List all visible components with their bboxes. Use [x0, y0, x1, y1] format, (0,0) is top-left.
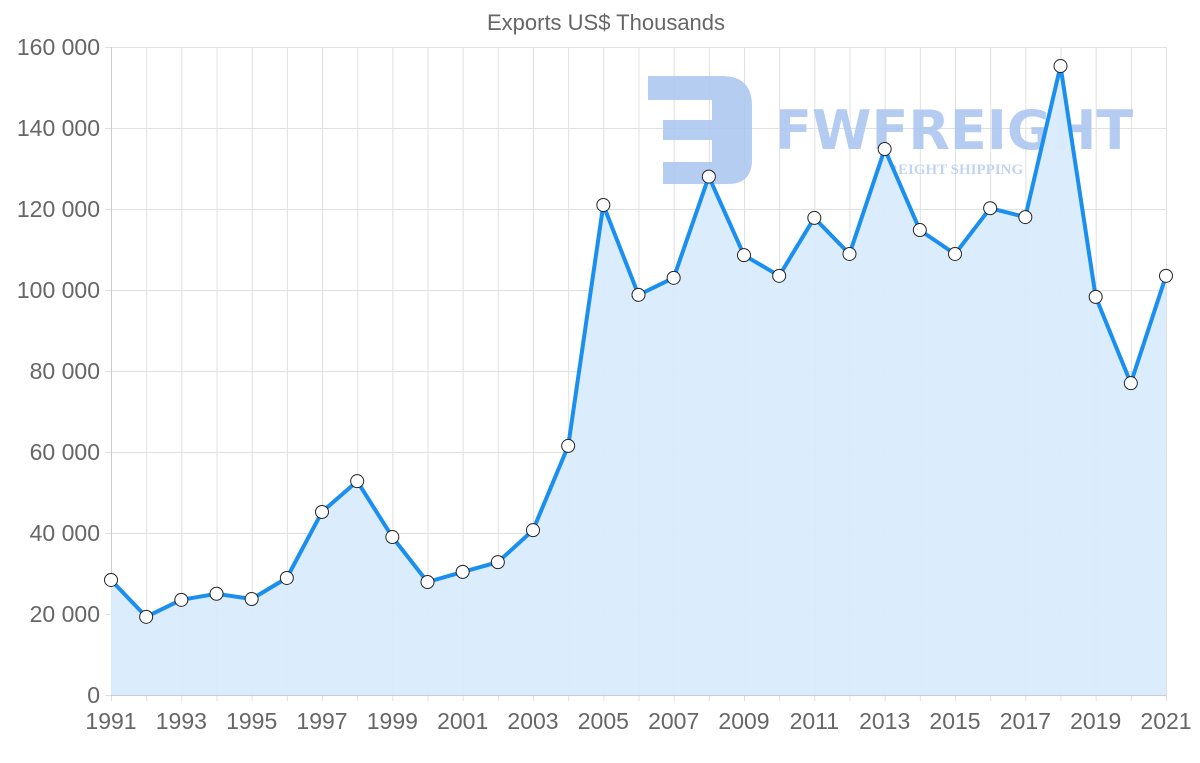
- x-tick-label: 1991: [85, 708, 136, 734]
- y-axis-labels: 0 20 000 40 000 60 000 80 000 100 000 120 000 1…: [17, 34, 100, 708]
- data-point-2012[interactable]: [842, 246, 857, 261]
- y-tick-label: 160 000: [17, 34, 100, 60]
- y-tick-label: 120 000: [17, 196, 100, 222]
- x-tick-label: 2009: [718, 708, 769, 734]
- data-point-1997[interactable]: [315, 504, 329, 519]
- x-tick-label: 2011: [790, 708, 839, 734]
- data-point-2002[interactable]: [490, 555, 505, 570]
- x-tick-label: 2003: [507, 708, 558, 734]
- y-tick-label: 0: [87, 682, 100, 708]
- data-point-2007[interactable]: [666, 270, 681, 285]
- watermark-brand: FWFREIGHT: [775, 99, 1133, 162]
- area-fill-path: [111, 66, 1166, 695]
- data-point-2014[interactable]: [912, 223, 927, 238]
- x-tick-label: 2017: [1000, 708, 1051, 734]
- data-point-2019[interactable]: [1088, 289, 1103, 304]
- x-tick-label: 2005: [578, 708, 629, 734]
- y-tick-label: 40 000: [30, 520, 100, 546]
- data-point-2017[interactable]: [1018, 210, 1033, 225]
- data-point-2006[interactable]: [631, 287, 646, 302]
- data-point-1999[interactable]: [385, 530, 400, 545]
- data-point-2005[interactable]: [596, 197, 611, 212]
- y-tick-label: 140 000: [17, 115, 100, 141]
- data-point-2011[interactable]: [807, 210, 822, 225]
- x-tick-label: 2021: [1140, 708, 1191, 734]
- chart-title: Exports US$ Thousands: [487, 10, 725, 35]
- data-point-2000[interactable]: [420, 575, 435, 590]
- data-markers: [104, 59, 1173, 624]
- x-tick-label: 2015: [929, 708, 980, 734]
- data-point-2010[interactable]: [772, 268, 787, 283]
- x-tick-label: 1999: [367, 708, 418, 734]
- data-point-1992[interactable]: [139, 609, 154, 624]
- data-point-2001[interactable]: [455, 564, 470, 579]
- y-tick-label: 60 000: [30, 439, 100, 465]
- x-tick-label: 2013: [859, 708, 910, 734]
- data-point-2004[interactable]: [561, 438, 576, 453]
- data-point-2021[interactable]: [1159, 268, 1173, 283]
- data-point-1996[interactable]: [279, 570, 294, 585]
- y-tick-label: 100 000: [17, 277, 100, 303]
- y-tick-label: 20 000: [30, 601, 100, 627]
- data-point-2009[interactable]: [737, 248, 751, 263]
- x-tick-label: 1993: [156, 708, 207, 734]
- x-axis-labels: 1991 1993 1995 1997 1999 2001 2003 2005 2007 2009…: [85, 708, 1191, 734]
- data-point-2003[interactable]: [526, 523, 540, 538]
- y-tick-label: 80 000: [30, 358, 100, 384]
- x-tick-label: 2001: [437, 708, 488, 734]
- x-tick-label: 1997: [296, 708, 347, 734]
- x-tick-label: 2019: [1070, 708, 1121, 734]
- data-point-1991[interactable]: [104, 572, 118, 587]
- data-point-2015[interactable]: [948, 246, 962, 261]
- data-point-1998[interactable]: [350, 474, 365, 489]
- data-point-2018[interactable]: [1053, 59, 1068, 74]
- x-tick-label: 2007: [648, 708, 699, 734]
- x-tick-label: 1995: [226, 708, 277, 734]
- data-point-2016[interactable]: [983, 201, 998, 216]
- watermark-tagline: FREIGHT SHIPPING: [878, 162, 1023, 178]
- data-point-1993[interactable]: [174, 592, 189, 607]
- data-point-2020[interactable]: [1123, 376, 1138, 391]
- fwfreight-logo-icon: [648, 76, 752, 184]
- data-point-1995[interactable]: [244, 592, 259, 607]
- area-fill: [111, 66, 1166, 695]
- data-point-2008[interactable]: [701, 169, 716, 184]
- data-point-2013[interactable]: [877, 142, 892, 157]
- data-point-1994[interactable]: [209, 586, 224, 601]
